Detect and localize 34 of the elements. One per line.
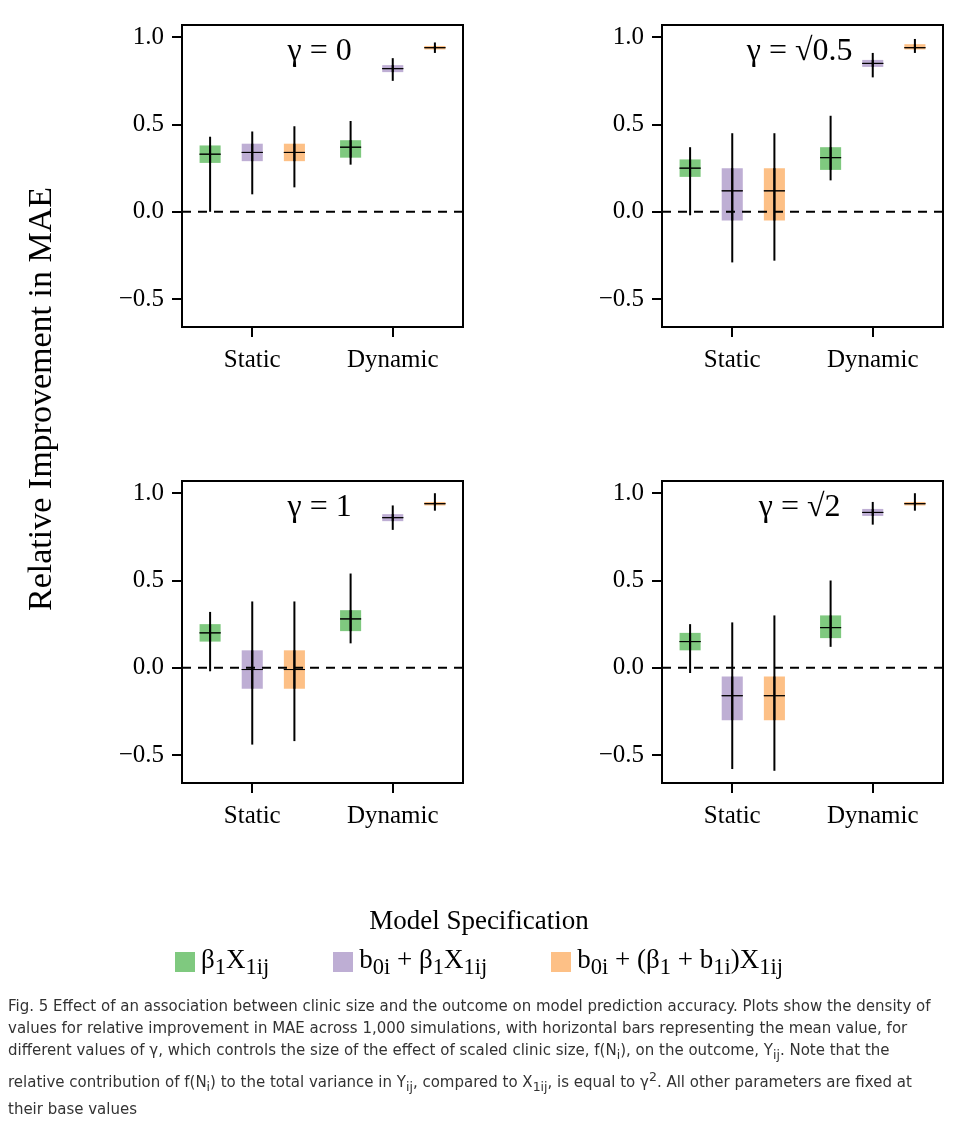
y-tick-label: 1.0: [612, 21, 644, 49]
y-tick-label: 0.0: [612, 196, 644, 224]
y-tick-label: 0.0: [612, 652, 644, 680]
y-tick-label: −0.5: [118, 283, 164, 311]
y-tick-label: −0.5: [118, 739, 164, 767]
x-tick-label: Static: [703, 344, 761, 372]
chart-title: γ = √0.5: [745, 31, 853, 68]
y-tick-label: 0.5: [612, 109, 644, 137]
x-tick-label: Static: [703, 800, 761, 828]
x-tick-label: Dynamic: [826, 344, 919, 372]
y-tick-label: 0.0: [132, 652, 164, 680]
y-tick-label: −0.5: [598, 739, 644, 767]
x-tick-label: Dynamic: [346, 344, 439, 372]
y-tick-label: 1.0: [612, 477, 644, 505]
x-tick-label: Dynamic: [826, 800, 919, 828]
y-tick-label: 0.0: [132, 196, 164, 224]
legend-label: b$_{0i}$ + (β$_{1}$ + b$_{1i}$)X$_{1ij}$: [577, 944, 783, 980]
y-tick-label: −0.5: [598, 283, 644, 311]
y-tick-label: 1.0: [132, 21, 164, 49]
chart-title: γ = √2: [757, 487, 841, 524]
x-tick-label: Dynamic: [346, 800, 439, 828]
y-tick-label: 0.5: [612, 565, 644, 593]
text: Fig. 5 Effect of an association between clinic size and the outcome on model prediction accuracy. Plots show the density of values for relative improvement in MAE across 1,000 simulations, with horizontal bars representing the mean value, for different values of γ, which controls the size of the effect of scaled clinic size, f(N$_{i}$), on the outcome, Y$_{ij}$. Note that the relative contribution of f(N$_{i}$) to the total variance in Y$_{ij}$, compared to X$_{1ij}$, is equal to γ$^{2}$. All other parameters are fixed at their base values: [8, 997, 931, 1118]
legend-title: Model Specification: [368, 905, 590, 936]
y-tick-label: 1.0: [132, 477, 164, 505]
y-tick-label: 0.5: [132, 109, 164, 137]
y-tick-label: 0.5: [132, 565, 164, 593]
chart-title: γ = 1: [286, 487, 352, 524]
y-axis-title: Relative Improvement in MAE: [21, 186, 59, 613]
x-tick-label: Static: [223, 800, 281, 828]
legend-label: β$_{1}$X$_{1ij}$: [200, 944, 270, 980]
x-tick-label: Static: [223, 344, 281, 372]
chart-title: γ = 0: [286, 31, 352, 68]
legend-label: b$_{0i}$ + β$_{1}$X$_{1ij}$: [359, 944, 488, 980]
